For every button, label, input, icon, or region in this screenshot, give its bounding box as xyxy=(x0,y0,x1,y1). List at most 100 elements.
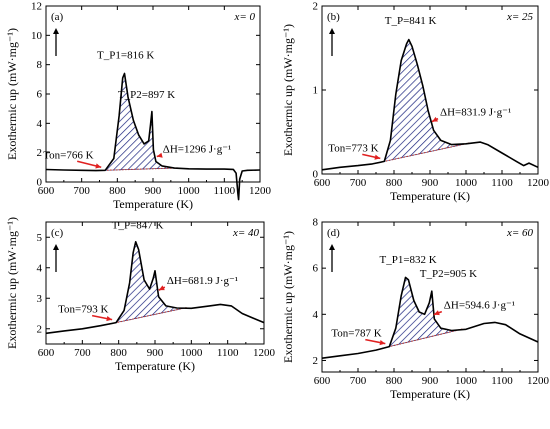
x-tick-label: 800 xyxy=(109,185,126,197)
y-tick-label: 6 xyxy=(37,89,43,101)
x-tick-label: 600 xyxy=(314,177,331,189)
panel-label: (a) xyxy=(51,11,64,23)
panel-d: 600 700 800 900 1000 1100 1200 2 4 6 8 Temperature … xyxy=(281,217,550,402)
y-tick-label: 2 xyxy=(313,355,319,367)
y-axis-label: Exothermic up (mW·mg⁻¹) xyxy=(5,28,19,160)
annotation: ΔH=831.9 J·g⁻¹ xyxy=(440,107,511,119)
red-arrowhead xyxy=(379,339,386,346)
annotation: T_P2=897 K xyxy=(118,89,175,101)
x-tick-label: 1200 xyxy=(527,375,550,387)
x-tick-label: 1100 xyxy=(217,347,239,359)
annotation: T_P=847 K xyxy=(112,219,164,231)
annotation: Ton=773 K xyxy=(328,142,378,154)
x-axis-label: Temperature (K) xyxy=(115,359,195,373)
x-tick-label: 1200 xyxy=(253,347,276,359)
integrated-peak-area xyxy=(104,72,175,171)
y-tick-label: 8 xyxy=(313,217,319,229)
red-arrowhead xyxy=(106,316,113,322)
y-tick-label: 3 xyxy=(37,293,43,305)
annotation: T_P1=816 K xyxy=(97,50,154,62)
annotation: ΔH=594.6 J·g⁻¹ xyxy=(444,300,515,312)
y-tick-label: 1 xyxy=(313,85,319,97)
red-arrowhead xyxy=(95,163,102,169)
y-tick-label: 4 xyxy=(37,262,43,274)
annotation: Ton=793 K xyxy=(58,304,108,316)
x-tick-label: 1000 xyxy=(178,185,201,197)
dsc-curve xyxy=(321,276,539,359)
x-tick-label: 700 xyxy=(350,177,367,189)
y-tick-label: 0 xyxy=(313,169,319,181)
annotation: T_P1=832 K xyxy=(380,254,437,266)
panel-label: (d) xyxy=(327,227,340,239)
x-tick-label: 900 xyxy=(145,185,162,197)
x-tick-label: 800 xyxy=(110,347,127,359)
x-tick-label: 800 xyxy=(386,177,403,189)
y-axis-label: Exothermic up (mW·mg⁻¹) xyxy=(281,24,295,156)
dsc-curve xyxy=(45,72,261,201)
panel-b: 600 700 800 900 1000 1100 1200 0 1 2 Temperature (… xyxy=(281,1,550,204)
exo-up-arrowhead xyxy=(53,28,59,34)
y-tick-label: 2 xyxy=(37,147,43,159)
x-tick-label: 900 xyxy=(422,375,439,387)
integration-baseline xyxy=(108,306,188,325)
x-tick-label: 1000 xyxy=(180,347,203,359)
y-tick-label: 6 xyxy=(313,263,319,275)
x-tick-label: 900 xyxy=(422,177,439,189)
y-tick-label: 0 xyxy=(37,177,43,189)
x-tick-label: 700 xyxy=(73,185,90,197)
y-tick-label: 2 xyxy=(37,323,43,335)
annotation: Ton=766 K xyxy=(43,149,93,161)
panel-label: (b) xyxy=(327,11,340,23)
x-tick-label: 900 xyxy=(147,347,164,359)
y-axis-label: Exothermic up (mW·mg⁻¹) xyxy=(281,231,295,363)
exo-up-arrowhead xyxy=(53,244,59,250)
red-arrowhead xyxy=(158,285,165,291)
x-tick-label: 1100 xyxy=(491,375,513,387)
x-tick-label: 800 xyxy=(386,375,403,387)
panel-a: 600 700 800 900 1000 1100 1200 0 2 4 6 8 10 12 Tempera… xyxy=(5,1,272,212)
red-arrowhead xyxy=(433,310,440,316)
annotation: T_P=841 K xyxy=(385,15,437,27)
x-tick-label: 1000 xyxy=(455,375,478,387)
composition-label: x= 0 xyxy=(233,11,255,23)
dsc-curve xyxy=(321,38,539,171)
y-tick-label: 4 xyxy=(313,309,319,321)
y-tick-label: 10 xyxy=(31,30,43,42)
exo-up-arrowhead xyxy=(329,244,335,250)
panel-c: 600 700 800 900 1000 1100 1200 2 3 4 5 Temperature … xyxy=(5,217,276,373)
composition-label: x= 40 xyxy=(232,227,260,239)
x-tick-label: 600 xyxy=(38,185,55,197)
x-tick-label: 600 xyxy=(314,375,331,387)
panel-label: (c) xyxy=(51,227,64,239)
annotation: T_P2=905 K xyxy=(420,268,477,280)
x-tick-label: 1200 xyxy=(527,177,550,189)
red-arrowhead xyxy=(374,154,381,160)
integrated-peak-area xyxy=(388,276,459,348)
x-tick-label: 1200 xyxy=(249,185,272,197)
integration-baseline xyxy=(98,167,178,172)
y-tick-label: 12 xyxy=(31,1,42,13)
integration-baseline xyxy=(376,142,470,164)
y-tick-label: 4 xyxy=(37,118,43,130)
x-tick-label: 700 xyxy=(350,375,367,387)
dsc-curve xyxy=(45,241,265,335)
x-tick-label: 700 xyxy=(74,347,91,359)
x-tick-label: 1100 xyxy=(214,185,236,197)
x-axis-label: Temperature (K) xyxy=(390,387,470,401)
composition-label: x= 60 xyxy=(506,227,534,239)
y-tick-label: 5 xyxy=(37,232,43,244)
red-arrowhead xyxy=(432,116,438,122)
annotation: Ton=787 K xyxy=(331,328,381,340)
annotation: ΔH=681.9 J·g⁻¹ xyxy=(167,275,238,287)
x-tick-label: 1100 xyxy=(491,177,513,189)
x-axis-label: Temperature (K) xyxy=(113,197,193,211)
annotation: ΔH=1296 J·g⁻¹ xyxy=(163,144,232,156)
x-tick-label: 600 xyxy=(38,347,55,359)
x-tick-label: 1000 xyxy=(455,177,478,189)
exo-up-arrowhead xyxy=(329,28,335,34)
x-axis-label: Temperature (K) xyxy=(390,189,470,203)
composition-label: x= 25 xyxy=(506,11,534,23)
y-axis-label: Exothermic up (mW·mg⁻¹) xyxy=(5,217,19,349)
y-tick-label: 2 xyxy=(313,1,319,13)
